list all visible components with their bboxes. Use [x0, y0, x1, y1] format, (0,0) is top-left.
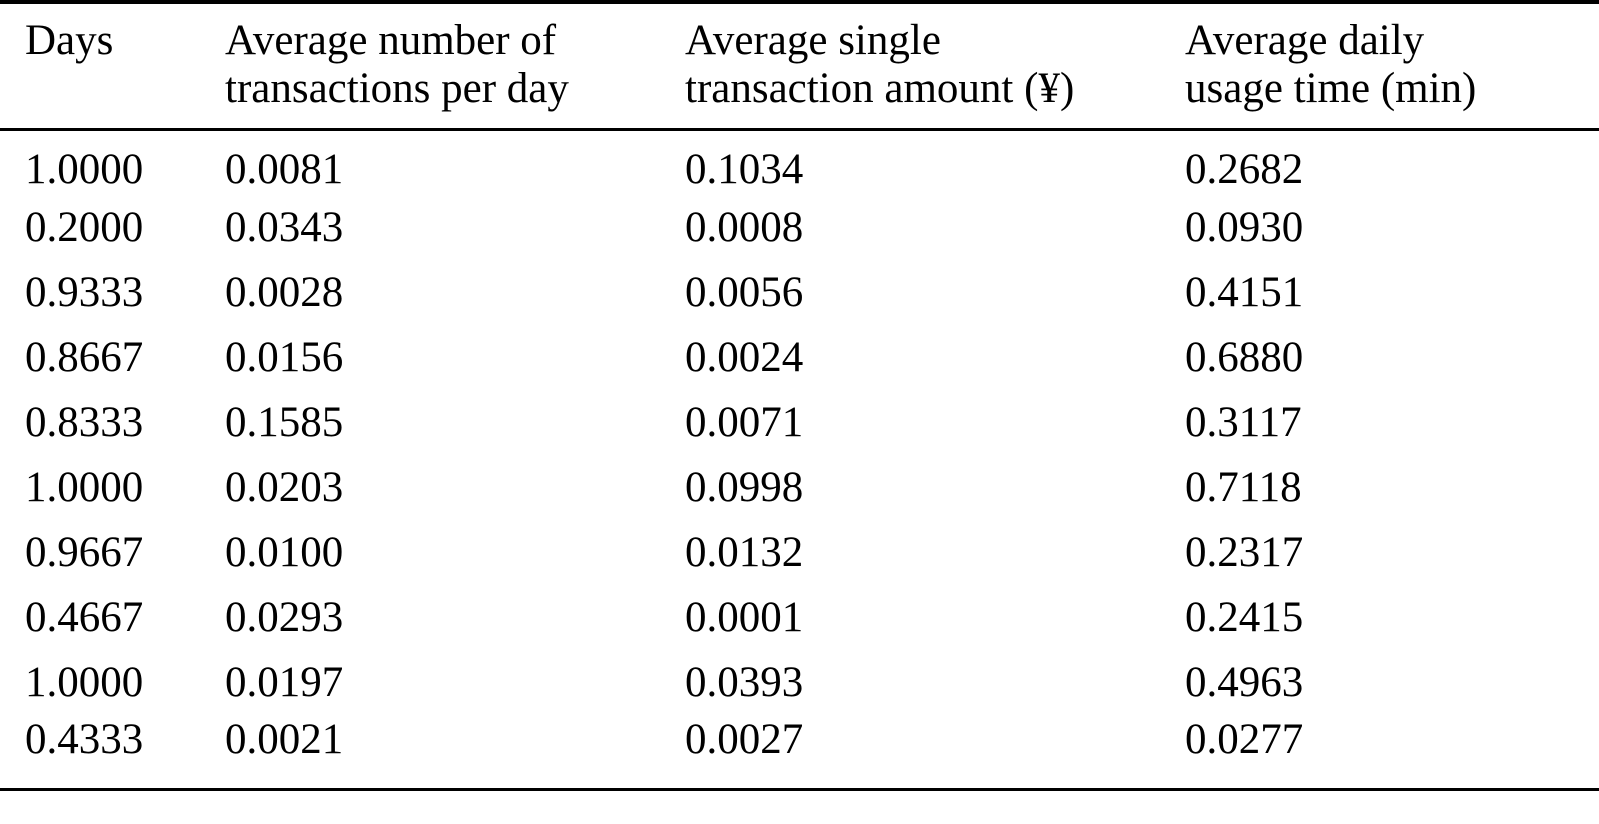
table-row: 0.8333 0.1585 0.0071 0.3117 — [0, 390, 1599, 455]
column-header-line: transaction amount (¥) — [685, 65, 1075, 112]
table-cell: 1.0000 — [25, 658, 144, 706]
table-cell: 0.0008 — [685, 203, 804, 251]
table-row: 1.0000 0.0081 0.1034 0.2682 — [0, 130, 1599, 195]
table-cell: 0.8333 — [25, 398, 144, 446]
table-cell: 0.9667 — [25, 528, 144, 576]
table-cell: 0.6880 — [1185, 333, 1304, 381]
table-cell: 0.4333 — [25, 715, 144, 763]
header-row: Days Average number of transactions per da… — [0, 2, 1599, 131]
column-header-3: Average single transaction amount (¥) — [685, 2, 1185, 131]
table-cell: 0.9333 — [25, 268, 144, 316]
table-cell: 0.4963 — [1185, 658, 1304, 706]
table-cell: 0.0343 — [225, 203, 344, 251]
table-cell: 0.0293 — [225, 593, 344, 641]
table-cell: 0.2682 — [1185, 146, 1304, 194]
table-cell: 0.0021 — [225, 715, 344, 763]
table-row: 0.9333 0.0028 0.0056 0.4151 — [0, 260, 1599, 325]
table-cell: 0.0100 — [225, 528, 344, 576]
table-cell: 0.2317 — [1185, 528, 1304, 576]
table-cell: 0.0027 — [685, 715, 804, 763]
column-header-line: Days — [25, 17, 114, 64]
column-header-line: Average daily — [1185, 17, 1425, 64]
table-cell: 0.0001 — [685, 593, 804, 641]
table-cell: 0.2415 — [1185, 593, 1304, 641]
column-header-line: Average number of — [225, 17, 557, 64]
table-cell: 0.1034 — [685, 146, 804, 194]
table-cell: 0.0028 — [225, 268, 344, 316]
column-header-1: Days — [0, 2, 225, 131]
table-cell: 0.0071 — [685, 398, 804, 446]
table-cell: 0.3117 — [1185, 398, 1302, 446]
table-cell: 0.0393 — [685, 658, 804, 706]
table-cell: 0.4667 — [25, 593, 144, 641]
table-cell: 0.0156 — [225, 333, 344, 381]
table-cell: 0.0132 — [685, 528, 804, 576]
table-cell: 0.0203 — [225, 463, 344, 511]
table-cell: 0.0056 — [685, 268, 804, 316]
column-header-line: usage time (min) — [1185, 65, 1477, 112]
table-cell: 0.0277 — [1185, 715, 1304, 763]
table-row: 0.4667 0.0293 0.0001 0.2415 — [0, 585, 1599, 650]
column-header-line: Average single — [685, 17, 941, 64]
table-cell: 0.0998 — [685, 463, 804, 511]
table-row: 1.0000 0.0203 0.0998 0.7118 — [0, 455, 1599, 520]
table-cell: 0.0197 — [225, 658, 344, 706]
table-cell: 1.0000 — [25, 463, 144, 511]
table-row: 1.0000 0.0197 0.0393 0.4963 — [0, 650, 1599, 715]
table-cell: 0.2000 — [25, 203, 144, 251]
data-table: Days Average number of transactions per da… — [0, 0, 1599, 791]
table-row: 0.2000 0.0343 0.0008 0.0930 — [0, 195, 1599, 260]
table-row: 0.4333 0.0021 0.0027 0.0277 — [0, 715, 1599, 790]
table-row: 0.8667 0.0156 0.0024 0.6880 — [0, 325, 1599, 390]
table-cell: 0.4151 — [1185, 268, 1304, 316]
table-cell: 0.1585 — [225, 398, 344, 446]
table-cell: 1.0000 — [25, 146, 144, 194]
table-cell: 0.0081 — [225, 146, 344, 194]
table-cell: 0.0930 — [1185, 203, 1304, 251]
table-cell: 0.0024 — [685, 333, 804, 381]
table-cell: 0.8667 — [25, 333, 144, 381]
table-cell: 0.7118 — [1185, 463, 1302, 511]
column-header-line: transactions per day — [225, 65, 569, 112]
table-row: 0.9667 0.0100 0.0132 0.2317 — [0, 520, 1599, 585]
column-header-2: Average number of transactions per day — [225, 2, 685, 131]
column-header-4: Average daily usage time (min) — [1185, 2, 1599, 131]
